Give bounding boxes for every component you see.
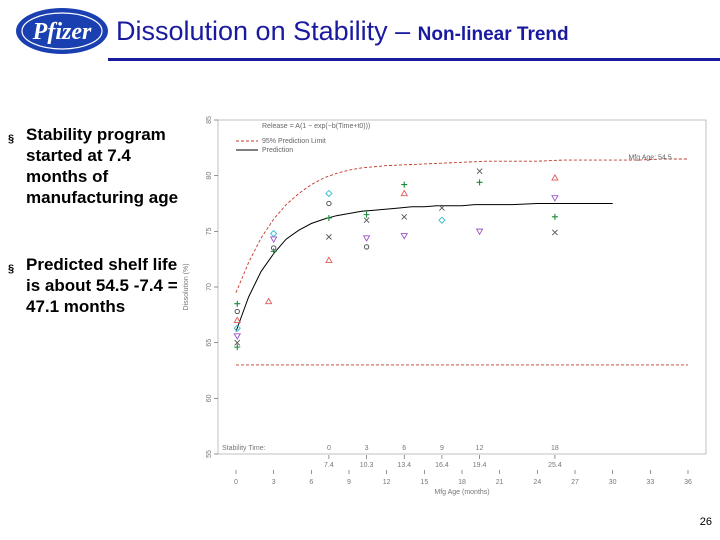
x-tick-label: 9 [347, 479, 351, 486]
stability-time-label: Stability Time: [222, 445, 266, 452]
plot-area [217, 119, 707, 455]
data-point [234, 344, 241, 351]
data-point [363, 211, 370, 218]
bullet-list: § Stability program started at 7.4 months… [8, 124, 186, 317]
bullet-item: § Predicted shelf life is about 54.5 -7.4… [8, 254, 186, 317]
stability-time-value: 6 [402, 445, 406, 452]
data-point [551, 173, 559, 181]
chart-title: Release = A(1 − exp(−b(Time+t0))) [262, 123, 370, 130]
y-tick-label: 80 [206, 172, 213, 180]
stability-time-value: 9 [440, 445, 444, 452]
data-point [363, 217, 370, 224]
stability-age-label: 13.4 [397, 462, 411, 469]
title-sub: Non-linear Trend [417, 24, 569, 45]
x-tick-label: 18 [458, 479, 466, 486]
legend-entry: Prediction [262, 147, 293, 154]
data-point [325, 214, 332, 221]
data-point [551, 195, 559, 202]
y-tick-label: 65 [206, 339, 213, 347]
data-point [325, 233, 332, 240]
data-point [362, 235, 371, 242]
legend-entry: 95% Prediction Limit [262, 138, 326, 145]
stability-time-value: 18 [551, 445, 559, 452]
bullet-marker-icon: § [8, 133, 15, 145]
data-point [551, 229, 558, 236]
data-point [476, 179, 483, 186]
pfizer-logo: Pfizer [16, 8, 108, 54]
data-point [325, 189, 333, 198]
prediction-line [235, 203, 613, 332]
x-tick-label: 6 [309, 479, 313, 486]
data-point [400, 233, 409, 240]
data-point [234, 339, 241, 346]
bullet-item: § Stability program started at 7.4 months… [8, 124, 186, 208]
bullet-text: Stability program started at 7.4 months … [26, 125, 179, 207]
title-rule [108, 58, 720, 61]
stability-time-value: 12 [476, 445, 484, 452]
stability-age-label: 19.4 [473, 462, 487, 469]
data-point [551, 213, 558, 220]
stability-age-label: 10.3 [360, 462, 374, 469]
x-tick-label: 27 [571, 479, 579, 486]
x-tick-label: 24 [533, 479, 541, 486]
stability-time-value: 3 [365, 445, 369, 452]
y-tick-label: 55 [206, 450, 213, 458]
y-tick-label: 70 [206, 283, 213, 291]
data-point [234, 300, 241, 307]
y-tick-label: 75 [206, 227, 213, 235]
bullet-marker-icon: § [8, 263, 15, 275]
stability-age-label: 7.4 [324, 462, 334, 469]
data-point [438, 216, 446, 224]
data-point [325, 256, 333, 263]
page-title: Dissolution on Stability – Non-linear Tr… [116, 16, 569, 47]
x-tick-label: 36 [684, 479, 692, 486]
y-tick-label: 85 [206, 116, 213, 124]
data-point [326, 200, 332, 207]
data-point [233, 324, 241, 332]
data-point [233, 316, 242, 324]
x-tick-label: 12 [383, 479, 391, 486]
x-tick-label: 3 [272, 479, 276, 486]
data-point [438, 205, 445, 211]
stability-age-label: 16.4 [435, 462, 449, 469]
data-point [233, 333, 242, 340]
data-point [400, 189, 409, 197]
x-tick-label: 30 [609, 479, 617, 486]
data-point [401, 181, 408, 188]
data-point [475, 228, 484, 236]
data-point [269, 236, 278, 244]
shelf-life-annotation: Mfg Age: 54.5 [628, 154, 671, 161]
bullet-text: Predicted shelf life is about 54.5 -7.4 … [26, 255, 178, 316]
logo-text: Pfizer [32, 19, 92, 45]
prediction-limit-line [235, 158, 688, 293]
x-tick-label: 33 [646, 479, 654, 486]
x-tick-label: 15 [420, 479, 428, 486]
x-tick-label: 21 [496, 479, 504, 486]
y-tick-label: 60 [206, 394, 213, 402]
x-tick-label: 0 [234, 479, 238, 486]
data-point [401, 213, 408, 220]
data-point [234, 308, 240, 315]
data-point [476, 168, 483, 175]
x-axis-label: Mfg Age (months) [434, 489, 489, 496]
title-main: Dissolution on Stability – [116, 16, 418, 46]
stability-time-value: 0 [327, 445, 331, 452]
data-point [264, 297, 273, 305]
page-number: 26 [699, 516, 712, 528]
stability-age-label: 25.4 [548, 462, 562, 469]
data-point [270, 248, 277, 255]
data-point [363, 244, 370, 250]
y-axis-label: Dissolution (%) [183, 263, 190, 310]
